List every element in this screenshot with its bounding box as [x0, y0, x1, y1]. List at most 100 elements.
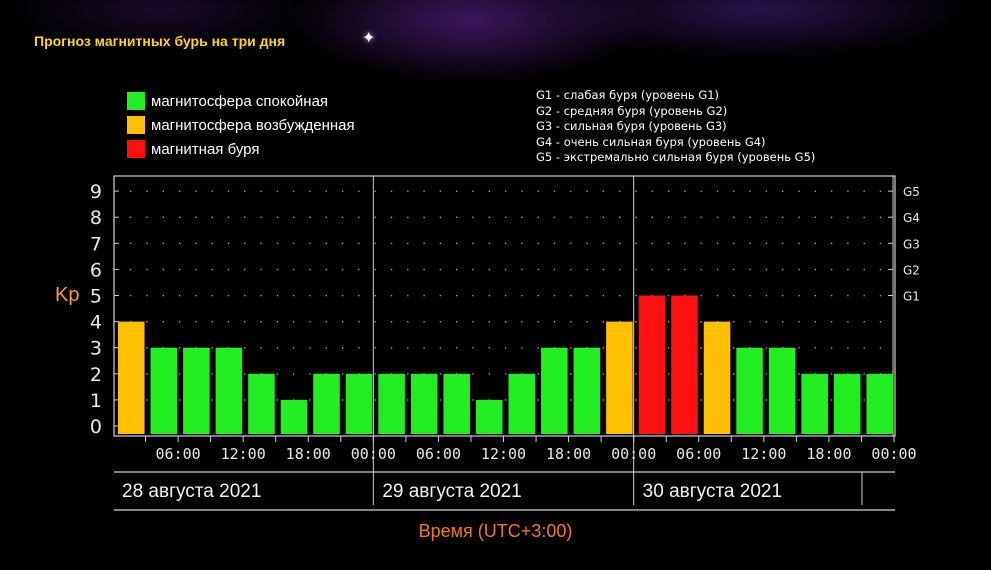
- grid-dot: [276, 294, 279, 297]
- time-tick-label: 18:00: [286, 445, 331, 463]
- time-tick-label: 06:00: [676, 445, 721, 463]
- grid-dot: [293, 347, 295, 349]
- grid-dot: [537, 347, 539, 349]
- grid-dot: [211, 294, 213, 297]
- grid-dot: [146, 321, 148, 323]
- grid-dot: [602, 321, 605, 323]
- grid-dot: [537, 216, 539, 218]
- kp-bar: [768, 347, 796, 434]
- grid-dot: [358, 190, 360, 192]
- grid-dot: [537, 268, 539, 271]
- grid-dot: [521, 216, 523, 218]
- grid-dot: [733, 242, 735, 245]
- grid-dot: [814, 347, 816, 349]
- grid-dot: [244, 242, 246, 245]
- grid-dot: [244, 294, 246, 297]
- grid-dot: [782, 294, 784, 297]
- grid-dot: [488, 242, 490, 245]
- grid-dot: [293, 294, 295, 297]
- grid-dot: [667, 399, 670, 401]
- g-tick-label: G5: [903, 185, 920, 199]
- grid-dot: [374, 321, 376, 323]
- grid-dot: [798, 216, 800, 218]
- grid-dot: [423, 268, 425, 271]
- grid-dot: [716, 190, 719, 192]
- grid-dot: [325, 347, 327, 349]
- grid-dot: [651, 190, 653, 192]
- grid-dot: [472, 268, 474, 271]
- grid-dot: [276, 321, 279, 323]
- kp-bar: [541, 347, 568, 434]
- grid-dot: [733, 321, 735, 323]
- grid-dot: [341, 268, 344, 271]
- grid-dot: [863, 347, 865, 349]
- grid-dot: [309, 268, 311, 271]
- grid-dot: [130, 216, 132, 218]
- grid-dot: [635, 216, 637, 218]
- grid-dot: [456, 190, 458, 192]
- grid-dot: [814, 216, 816, 218]
- grid-dot: [814, 268, 816, 271]
- grid-dot: [879, 268, 882, 271]
- grid-dot: [325, 216, 327, 218]
- grid-dot: [211, 373, 213, 375]
- grid-dot: [178, 321, 181, 323]
- grid-dot: [146, 373, 148, 375]
- grid-dot: [195, 242, 197, 245]
- grid-dot: [521, 190, 523, 192]
- grid-dot: [358, 294, 360, 297]
- kp-bar: [573, 347, 601, 434]
- grid-dot: [341, 321, 344, 323]
- grid-dot: [293, 216, 295, 218]
- grid-dot: [635, 399, 637, 401]
- grid-dot: [325, 321, 327, 323]
- grid-dot: [260, 321, 262, 323]
- grid-dot: [276, 373, 279, 375]
- grid-dot: [635, 321, 637, 323]
- grid-dot: [390, 190, 393, 192]
- grid-dot: [830, 190, 833, 192]
- grid-dot: [570, 373, 572, 375]
- kp-bar: [508, 373, 536, 434]
- grid-dot: [765, 373, 768, 375]
- grid-dot: [667, 321, 670, 323]
- grid-dot: [439, 294, 442, 297]
- grid-dot: [553, 190, 556, 192]
- grid-dot: [211, 321, 213, 323]
- grid-dot: [586, 294, 588, 297]
- kp-bar: [736, 347, 763, 434]
- grid-dot: [847, 294, 849, 297]
- grid-dot: [782, 321, 784, 323]
- time-tick-label: 18:00: [546, 445, 591, 463]
- grid-dot: [749, 321, 751, 323]
- grid-dot: [456, 347, 458, 349]
- day-label: 30 августа 2021: [643, 481, 782, 502]
- grid-dot: [733, 399, 735, 401]
- grid-dot: [374, 347, 376, 349]
- grid-dot: [374, 294, 376, 297]
- color-legend: магнитосфера спокойная магнитосфера возб…: [127, 89, 355, 161]
- grid-dot: [341, 373, 344, 375]
- g-tick-label: G4: [903, 211, 920, 225]
- grid-dot: [537, 242, 539, 245]
- plot-frame: [113, 175, 896, 437]
- grid-dot: [553, 242, 556, 245]
- grid-dot: [667, 216, 670, 218]
- grid-dot: [488, 321, 490, 323]
- grid-dot: [293, 373, 295, 375]
- grid-dot: [456, 268, 458, 271]
- grid-dot: [309, 242, 311, 245]
- g-tick-label: G2: [903, 263, 920, 277]
- grid-dot: [244, 373, 246, 375]
- grid-dot: [716, 268, 719, 271]
- grid-dot: [456, 242, 458, 245]
- grid-dot: [765, 268, 768, 271]
- kp-bar: [671, 295, 698, 434]
- kp-bar: [443, 373, 470, 434]
- grid-dot: [798, 347, 800, 349]
- grid-dot: [374, 399, 376, 401]
- grid-dot: [423, 294, 425, 297]
- grid-dot: [309, 373, 311, 375]
- y-tick-label: 9: [90, 181, 102, 203]
- grid-dot: [472, 294, 474, 297]
